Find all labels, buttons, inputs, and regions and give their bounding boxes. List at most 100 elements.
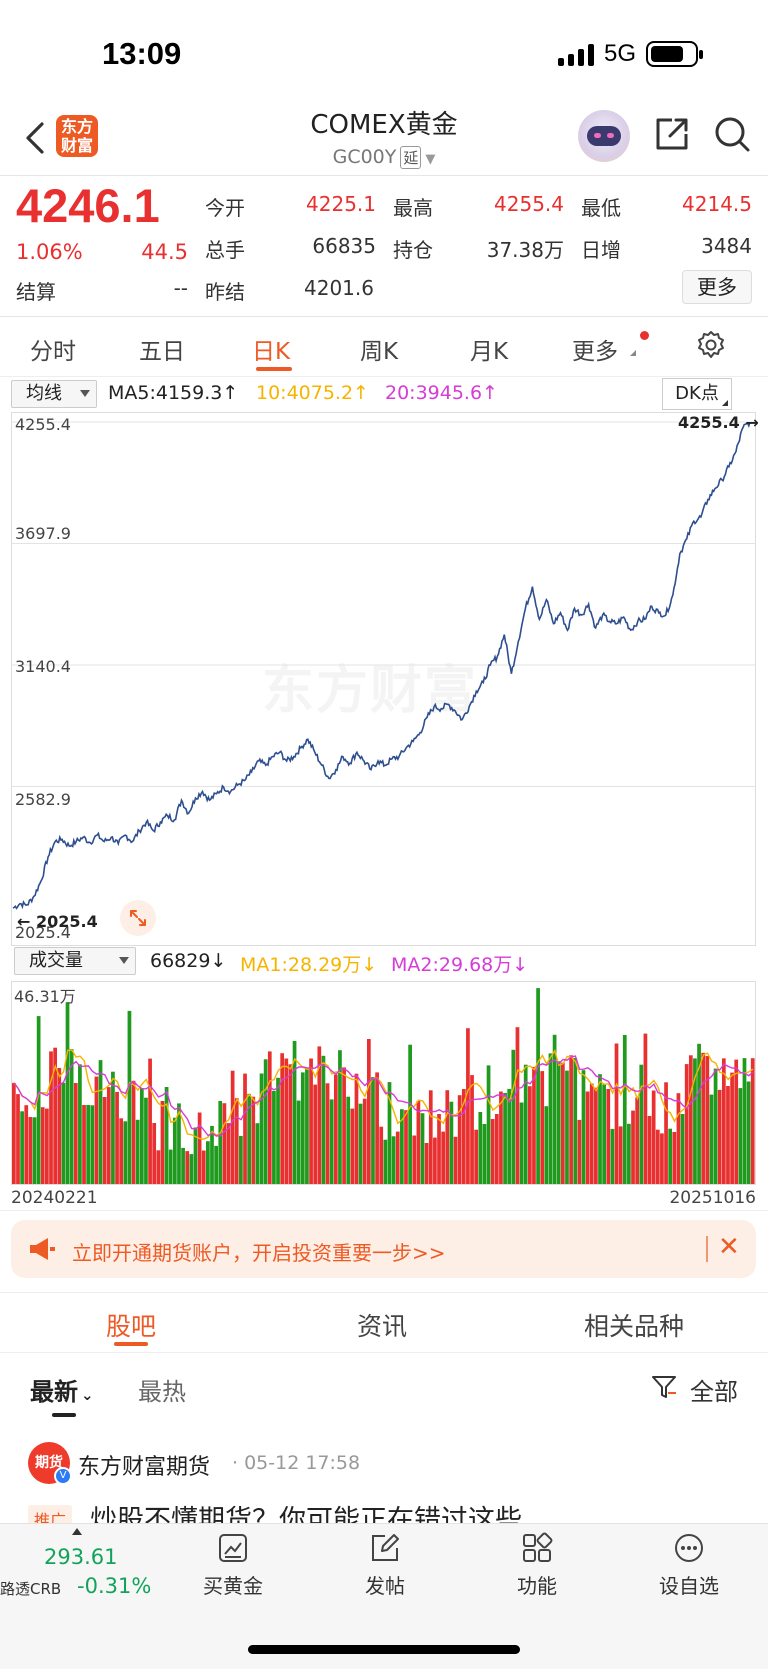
add-watchlist-button[interactable]: 设自选 xyxy=(634,1532,744,1599)
volume-bar xyxy=(548,1053,553,1184)
volume-bar xyxy=(684,1064,689,1184)
filter-all[interactable]: 全部 xyxy=(690,1378,738,1406)
end-date-label: 20251016 xyxy=(669,1188,756,1208)
volume-bar xyxy=(362,1098,367,1184)
contract-selector[interactable]: GC00Y 延 ▼ xyxy=(0,146,768,169)
filter-icon[interactable] xyxy=(650,1373,678,1401)
open-label: 今开 xyxy=(205,196,245,220)
volume-bar xyxy=(111,1071,115,1184)
gear-icon[interactable] xyxy=(696,330,726,360)
assistant-robot-icon[interactable] xyxy=(578,110,630,162)
volume-bar xyxy=(57,1068,62,1184)
close-icon[interactable]: ✕ xyxy=(718,1232,740,1262)
volume-bar xyxy=(119,1118,124,1184)
volume-chart xyxy=(12,988,755,1184)
tab-daily-k[interactable]: 日K xyxy=(252,339,291,365)
volume-bar xyxy=(404,1110,408,1184)
prev-settle-value: 4201.6 xyxy=(304,276,374,300)
volume-bar xyxy=(474,1129,479,1184)
open-account-banner[interactable] xyxy=(11,1220,756,1278)
volume-bar xyxy=(395,1131,400,1184)
banner-separator xyxy=(706,1236,708,1262)
volume-axis-label: 46.31万 xyxy=(14,987,76,1006)
price-chart-frame[interactable] xyxy=(11,412,756,946)
app-logo[interactable]: 东方 财富 xyxy=(56,115,98,157)
volume-bar xyxy=(383,1139,388,1184)
search-icon[interactable] xyxy=(712,114,752,154)
volume-bar xyxy=(123,1121,128,1184)
change-percent: 1.06% xyxy=(16,240,83,264)
buy-gold-button[interactable]: 买黄金 xyxy=(178,1532,288,1599)
volume-bar xyxy=(16,1094,20,1184)
share-icon[interactable] xyxy=(652,114,692,154)
volume-bar xyxy=(292,1041,297,1184)
volume-bar xyxy=(168,1149,173,1184)
expand-up-icon[interactable] xyxy=(72,1528,82,1535)
dk-point-button[interactable]: DK点 xyxy=(662,378,732,410)
volume-ma2: MA2:29.68万↓ xyxy=(391,954,529,976)
low-marker: ← 2025.4 xyxy=(17,912,98,931)
volume-bar xyxy=(688,1055,693,1184)
sort-hot[interactable]: 最热 xyxy=(138,1378,186,1406)
volume-selector[interactable]: 成交量 xyxy=(14,947,136,975)
ma5-value: MA5:4159.3↑ xyxy=(108,382,239,404)
expand-chart-button[interactable] xyxy=(120,900,156,936)
volume-bar xyxy=(36,1016,41,1184)
volume-bar xyxy=(445,1090,450,1184)
volume-bar xyxy=(329,1099,334,1184)
banner-text[interactable]: 立即开通期货账户，开启投资重要一步>> xyxy=(72,1241,446,1265)
ma-selector[interactable]: 均线 xyxy=(11,380,97,408)
volume-bar xyxy=(424,1143,429,1184)
tab-related[interactable]: 相关品种 xyxy=(584,1312,685,1341)
sort-latest[interactable]: 最新 ⌄ xyxy=(30,1378,94,1406)
volume-bar xyxy=(115,1091,119,1184)
tab-five-day[interactable]: 五日 xyxy=(139,339,185,365)
functions-button[interactable]: 功能 xyxy=(482,1532,592,1599)
tab-weekly-k[interactable]: 周K xyxy=(360,339,399,365)
delay-tag: 延 xyxy=(400,146,422,169)
post-button[interactable]: 发帖 xyxy=(330,1532,440,1599)
volume-bar xyxy=(375,1072,379,1184)
volume-ma1-line xyxy=(13,1049,754,1140)
volume-bar xyxy=(164,1087,169,1184)
logo-text-bottom: 财富 xyxy=(60,136,93,155)
tab-guba[interactable]: 股吧 xyxy=(106,1312,157,1341)
status-time: 13:09 xyxy=(102,36,182,71)
volume-bar xyxy=(668,1128,673,1184)
volume-chart-frame[interactable] xyxy=(11,981,756,1185)
price-line xyxy=(12,421,751,910)
last-price: 4246.1 xyxy=(16,179,160,232)
low-value: 4214.5 xyxy=(682,192,752,216)
volume-bar xyxy=(135,1119,140,1184)
volume-bar xyxy=(239,1135,243,1184)
divider xyxy=(0,316,768,317)
divider xyxy=(0,376,768,377)
more-quote-button[interactable]: 更多 xyxy=(682,270,752,304)
volume-bar xyxy=(288,1064,293,1184)
volume-bar xyxy=(416,1100,421,1184)
tab-intraday[interactable]: 分时 xyxy=(30,339,76,365)
volume-bar xyxy=(412,1135,417,1184)
volume-bar xyxy=(701,1052,706,1184)
tab-news[interactable]: 资讯 xyxy=(357,1312,408,1341)
volume-selector-label: 成交量 xyxy=(29,950,83,971)
volume-bar xyxy=(342,1067,346,1184)
volume-bar xyxy=(482,1124,487,1184)
volume-bar xyxy=(82,1105,86,1184)
volume-bar xyxy=(742,1058,747,1184)
index-value[interactable]: 293.61 xyxy=(44,1545,118,1569)
volume-bar xyxy=(65,1002,70,1184)
volume-bar xyxy=(32,1117,37,1184)
volume-bar xyxy=(697,1043,701,1184)
tab-more[interactable]: 更多 xyxy=(572,339,618,365)
tab-monthly-k[interactable]: 月K xyxy=(470,339,509,365)
volume-bar xyxy=(40,1107,45,1184)
bottom-toolbar xyxy=(0,1523,768,1669)
volume-bar xyxy=(325,1083,330,1184)
back-icon[interactable] xyxy=(20,118,50,158)
volume-bar xyxy=(536,988,540,1184)
divider xyxy=(0,175,768,176)
volume-bar xyxy=(305,1068,309,1184)
post-author[interactable]: 东方财富期货 xyxy=(78,1455,211,1480)
volume-bar xyxy=(139,1088,144,1184)
